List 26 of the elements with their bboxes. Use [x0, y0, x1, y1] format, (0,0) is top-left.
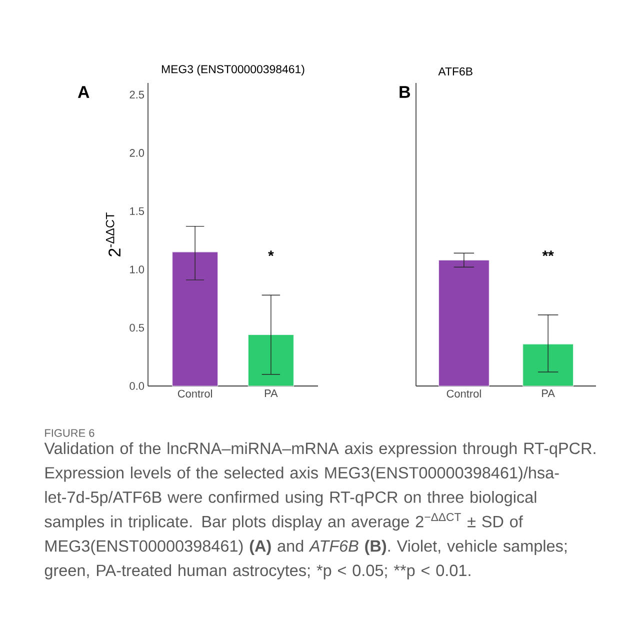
x-tick-label: PA: [264, 390, 278, 398]
x-tick-label: PA: [542, 390, 555, 398]
text: **p < 0.01.: [394, 564, 470, 580]
x-tick-label: Control: [178, 390, 212, 398]
text: Expression levels of the selected axis MEG3(ENST00000398461)/hsa-: [46, 466, 559, 482]
text: Validation of the lncRNA–miRNA–mRNA axis expression through RT-qPCR.: [44, 442, 596, 458]
text: let-7d-5p/ATF6B were confirmed using RT-qPCR on three biological: [45, 491, 536, 506]
chart-title: MEG3 (ENST00000398461): [162, 64, 304, 76]
text: MEG3(ENST00000398461) (A) and ATF6B (B). Violet, vehicle samples;: [46, 540, 566, 555]
y-tick-label: 1.0: [130, 266, 144, 274]
text: green, PA-treated human astrocytes;: [44, 564, 310, 580]
y-tick-label: 2.5: [130, 90, 144, 99]
annotation: **: [542, 250, 554, 256]
chart-title: ATF6B: [438, 67, 472, 76]
y-axis-title: 2$^{-ΔΔCT}$: [106, 212, 120, 256]
caption: FIGURE 6: [45, 429, 94, 437]
text: B: [400, 86, 410, 98]
text: samples in triplicate. Bar plots display an average 2$^{−ΔΔCT}$ ± SD of: [44, 513, 523, 531]
y-tick-label: 0.0: [130, 382, 144, 390]
y-tick-label: 1.5: [130, 207, 144, 216]
y-tick-label: 2.0: [130, 149, 144, 157]
annotation: *: [268, 250, 274, 256]
text: *p < 0.05;: [316, 564, 387, 580]
x-tick-label: Control: [446, 390, 481, 398]
y-tick-label: 0.5: [130, 324, 144, 332]
text: A: [78, 86, 90, 98]
